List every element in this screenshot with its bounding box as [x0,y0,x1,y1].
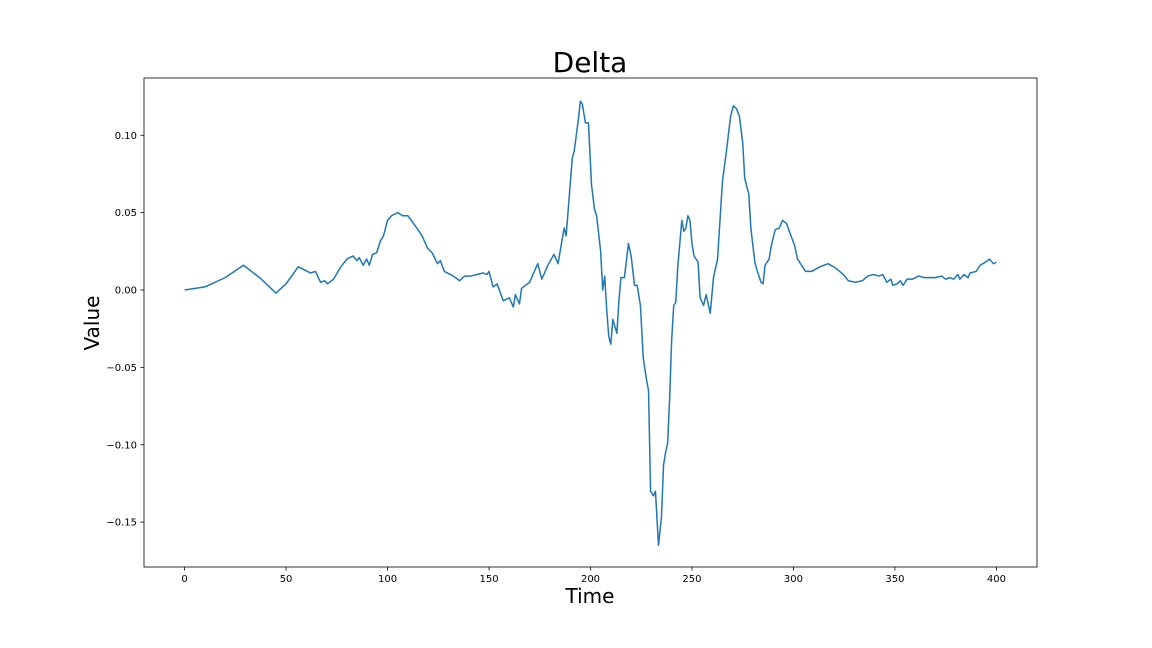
x-tick-label: 300 [784,574,803,585]
x-tick-label: 400 [987,574,1006,585]
y-tick-label: 0.10 [115,131,137,142]
x-tick-label: 150 [479,574,498,585]
y-tick-label: −0.05 [106,363,137,374]
plot-frame [143,77,1038,568]
x-tick-label: 100 [378,574,397,585]
y-tick-label: 0.00 [115,286,137,297]
x-tick-label: 0 [181,574,187,585]
y-tick-label: −0.15 [106,518,137,529]
data-line [184,100,997,547]
x-axis-label: Time [565,584,615,608]
x-tick-label: 250 [682,574,701,585]
y-tick-label: −0.10 [106,440,137,451]
y-axis-label: Value [80,296,104,351]
y-tick-label: 0.05 [115,208,137,219]
x-tick-label: 350 [885,574,904,585]
x-tick-label: 200 [581,574,600,585]
chart-title: Delta [553,46,628,79]
x-tick-label: 50 [280,574,293,585]
